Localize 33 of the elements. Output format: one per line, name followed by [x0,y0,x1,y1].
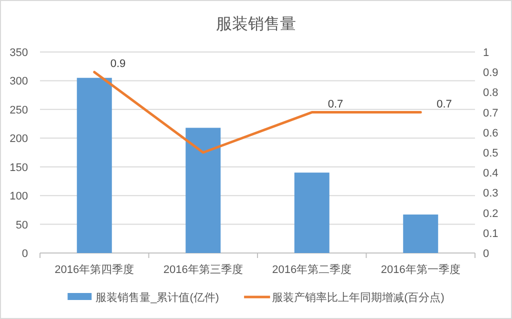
y2-tick-label: 0 [483,248,490,260]
y2-tick-label: 0.9 [483,67,498,80]
y-tick-label: 250 [10,104,28,116]
y-tick-label: 350 [10,47,28,59]
x-tick-label: 2016年第二季度 [272,263,352,276]
bar [186,128,221,253]
data-label: 0.9 [110,58,126,70]
legend-label: 服装销售量_累计值(亿件) [96,291,220,304]
y2-tick-label: 0.3 [483,188,498,200]
data-label: 0.7 [436,98,452,110]
y-tick-label: 150 [10,162,28,174]
x-tick-label: 2016年第三季度 [163,263,243,276]
y2-tick-label: 0.2 [483,208,498,220]
y-tick-label: 50 [16,219,28,232]
y-tick-label: 100 [10,190,28,203]
y2-tick-label: 0.6 [483,127,498,140]
y2-tick-label: 0.8 [483,87,498,100]
chart-title: 服装销售量 [216,15,296,33]
bar [403,214,438,253]
y2-tick-label: 0.7 [483,107,498,120]
data-label: 0.7 [328,98,344,110]
legend-label: 服装产销率比上年同期增减(百分点) [272,291,444,304]
y2-tick-label: 0.4 [483,168,498,180]
x-tick-label: 2016年第一季度 [380,263,460,276]
y2-tick-label: 1 [483,47,490,59]
x-tick-label: 2016年第四季度 [54,263,134,276]
y-tick-label: 200 [10,133,28,146]
y-tick-label: 0 [22,248,28,260]
y-tick-label: 300 [10,76,28,88]
bar [76,78,112,253]
y2-tick-label: 0.5 [483,148,498,160]
y2-tick-label: 0.1 [483,228,498,240]
bar [294,172,330,253]
